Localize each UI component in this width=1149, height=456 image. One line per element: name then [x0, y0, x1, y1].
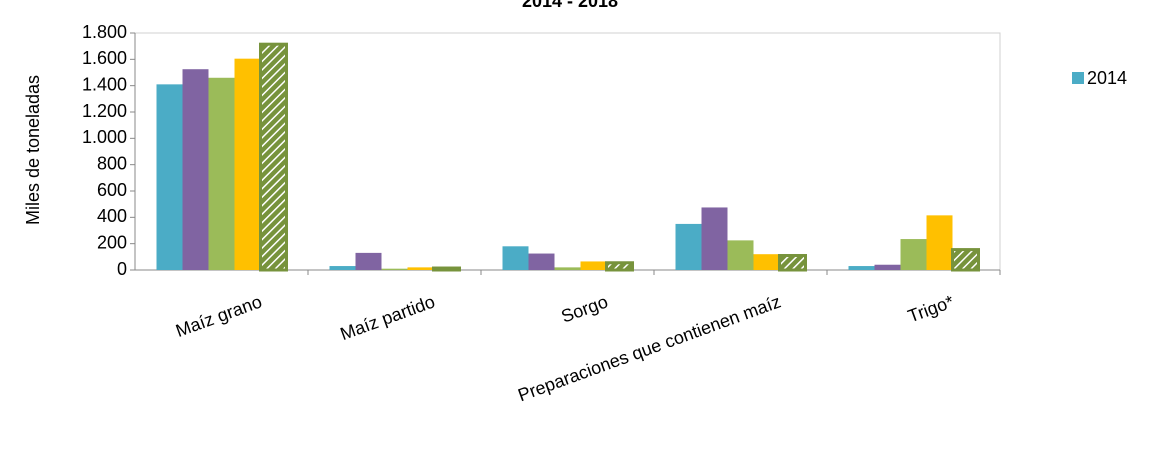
bar — [407, 267, 434, 270]
bar — [381, 268, 408, 270]
bar — [259, 42, 288, 272]
y-tick-label: 1.000 — [82, 127, 127, 147]
y-tick-label: 1.400 — [82, 74, 127, 94]
y-tick-label: 0 — [117, 259, 127, 279]
bar — [675, 223, 702, 270]
x-tick-label: Preparaciones que contienen maíz — [515, 291, 783, 405]
bar — [355, 252, 382, 270]
bar — [234, 58, 261, 270]
bar — [727, 240, 754, 270]
y-tick-label: 800 — [97, 153, 127, 173]
bar — [182, 69, 209, 270]
x-tick-label: Sorgo — [559, 291, 611, 326]
bar — [753, 254, 780, 270]
bar — [156, 84, 183, 270]
bar — [502, 246, 529, 270]
bar — [580, 261, 607, 270]
y-tick-label: 600 — [97, 180, 127, 200]
bar — [874, 264, 901, 270]
bar — [701, 207, 728, 270]
chart-title: 2014 - 2018 — [522, 0, 618, 11]
bar — [848, 266, 875, 270]
bar — [926, 215, 953, 270]
y-axis-label: Miles de toneladas — [23, 75, 43, 225]
legend-swatch — [1072, 72, 1084, 84]
y-tick-label: 400 — [97, 206, 127, 226]
y-tick-label: 1.200 — [82, 101, 127, 121]
bar — [605, 261, 634, 272]
x-tick-label: Maíz grano — [173, 291, 264, 341]
bar — [432, 266, 461, 272]
x-tick-label: Maíz partido — [338, 291, 438, 344]
y-tick-label: 1.800 — [82, 22, 127, 42]
bar — [329, 266, 356, 270]
y-tick-label: 1.600 — [82, 48, 127, 68]
x-tick-label: Trigo* — [905, 291, 956, 326]
legend-label: 2014 — [1087, 68, 1127, 88]
bar — [951, 248, 980, 272]
bar — [900, 239, 927, 270]
bar — [528, 253, 555, 270]
bar — [778, 254, 807, 272]
bar — [208, 77, 235, 271]
bar — [554, 267, 581, 270]
y-tick-label: 200 — [97, 232, 127, 252]
